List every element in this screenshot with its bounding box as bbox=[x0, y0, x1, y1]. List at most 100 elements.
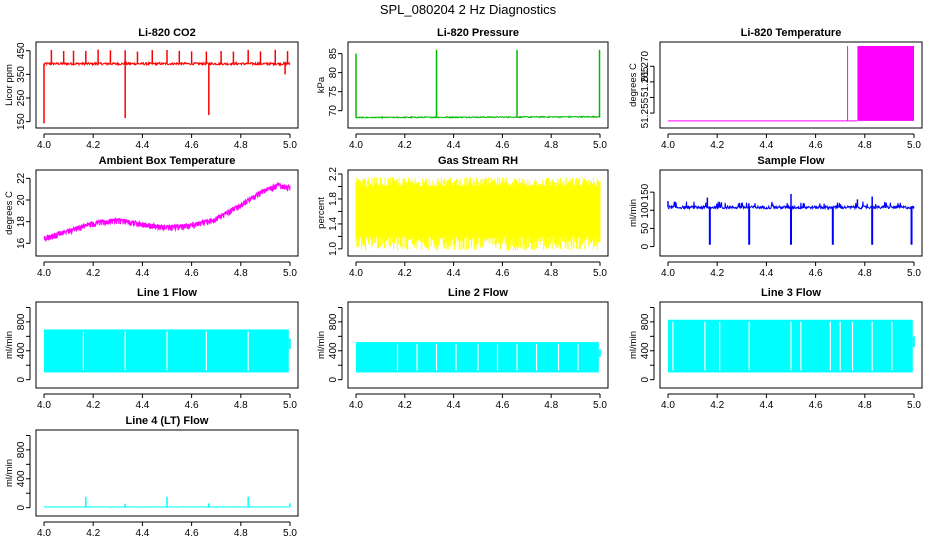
x-tick-label: 4.2 bbox=[710, 400, 724, 411]
x-tick-label: 4.0 bbox=[661, 400, 675, 411]
x-tick-label: 4.4 bbox=[135, 140, 149, 151]
x-tick-label: 4.2 bbox=[710, 268, 724, 279]
x-tick-label: 5.0 bbox=[283, 528, 297, 539]
x-tick-label: 4.0 bbox=[37, 400, 51, 411]
x-tick-label: 4.6 bbox=[809, 268, 823, 279]
y-tick-label: 800 bbox=[328, 313, 339, 330]
x-tick-label: 4.8 bbox=[544, 140, 558, 151]
x-tick-label: 4.8 bbox=[234, 268, 248, 279]
y-axis-label: kPa bbox=[316, 76, 327, 93]
y-tick-label: 400 bbox=[16, 342, 27, 359]
y-tick-label: 400 bbox=[640, 342, 651, 359]
plot-frame bbox=[35, 41, 299, 129]
y-tick-label: 22 bbox=[16, 172, 27, 184]
x-tick-label: 4.0 bbox=[349, 268, 363, 279]
y-tick-label: 800 bbox=[16, 313, 27, 330]
oscillation-band bbox=[857, 46, 914, 121]
y-tick-label: 18 bbox=[16, 216, 27, 228]
x-tick-label: 4.6 bbox=[495, 400, 509, 411]
x-tick-label: 4.8 bbox=[234, 528, 248, 539]
series-ambient-temp bbox=[43, 181, 291, 242]
series-line3-flow bbox=[668, 319, 915, 373]
y-tick-label: 51.255 bbox=[640, 97, 651, 128]
y-tick-label: 0 bbox=[328, 376, 339, 382]
y-tick-label: 0 bbox=[640, 243, 651, 249]
chart-title: Ambient Box Temperature bbox=[99, 155, 236, 167]
x-tick-label: 5.0 bbox=[593, 140, 607, 151]
x-tick-label: 4.2 bbox=[86, 528, 100, 539]
x-tick-label: 4.8 bbox=[234, 400, 248, 411]
series-line1-flow bbox=[44, 329, 291, 373]
x-tick-label: 4.0 bbox=[349, 140, 363, 151]
x-tick-label: 5.0 bbox=[593, 400, 607, 411]
y-tick-label: 400 bbox=[328, 342, 339, 359]
y-tick-label: 150 bbox=[16, 113, 27, 130]
series-rh bbox=[355, 177, 601, 251]
chart-panel-line2-flow: Line 2 Flow ml/min 4.0 4.2 4.4 4.6 4.8 5.0 0 400 8… bbox=[316, 287, 609, 411]
y-tick-label: 1.0 bbox=[328, 241, 339, 255]
plot-frame bbox=[35, 429, 299, 517]
flow-band bbox=[356, 342, 599, 373]
y-axis-label: percent bbox=[316, 197, 327, 229]
chart-title: Li-820 CO2 bbox=[138, 27, 195, 39]
y-tick-label: 1.8 bbox=[328, 192, 339, 206]
x-tick-label: 4.0 bbox=[37, 268, 51, 279]
chart-panel-temperature: Li-820 Temperature degrees C 4.0 4.2 4.4 4.6 4… bbox=[628, 27, 923, 151]
chart-title: Li-820 Temperature bbox=[741, 27, 842, 39]
y-axis-label: ml/min bbox=[316, 331, 327, 359]
x-tick-label: 4.8 bbox=[544, 400, 558, 411]
y-tick-label: 800 bbox=[16, 441, 27, 458]
series-line4-flow bbox=[43, 496, 291, 508]
y-tick-label: 70 bbox=[328, 105, 339, 117]
x-tick-label: 4.6 bbox=[185, 268, 199, 279]
x-tick-label: 4.6 bbox=[185, 140, 199, 151]
plot-frame bbox=[35, 301, 299, 389]
x-tick-label: 4.0 bbox=[661, 268, 675, 279]
x-tick-label: 5.0 bbox=[907, 400, 921, 411]
x-tick-label: 5.0 bbox=[283, 268, 297, 279]
plot-frame bbox=[347, 41, 609, 129]
x-tick-label: 4.8 bbox=[234, 140, 248, 151]
x-tick-label: 4.6 bbox=[185, 528, 199, 539]
x-tick-label: 4.6 bbox=[185, 400, 199, 411]
panels: Li-820 CO2 Licor ppm 4.0 4.2 4.4 4.6 4.8 5.0 150… bbox=[4, 27, 923, 539]
y-tick-label: 51.270 bbox=[640, 51, 651, 82]
x-tick-label: 4.0 bbox=[37, 140, 51, 151]
y-axis-label: degrees C bbox=[628, 63, 639, 107]
y-tick-label: 0 bbox=[16, 504, 27, 510]
chart-panel-line4-flow: Line 4 (LT) Flow ml/min 4.0 4.2 4.4 4.6 4.8 5.0… bbox=[4, 415, 299, 539]
x-tick-label: 5.0 bbox=[907, 268, 921, 279]
plot-frame bbox=[35, 169, 299, 257]
chart-panel-line3-flow: Line 3 Flow ml/min 4.0 4.2 4.4 4.6 4.8 5.0 0 400 8… bbox=[628, 287, 923, 411]
chart-panel-line1-flow: Line 1 Flow ml/min 4.0 4.2 4.4 4.6 4.8 5.0 0 400 8… bbox=[4, 287, 299, 411]
chart-title: Line 3 Flow bbox=[761, 287, 821, 299]
chart-panel-rh: Gas Stream RH percent 4.0 4.2 4.4 4.6 4.8 5.0 1.… bbox=[316, 155, 609, 279]
figure-title: SPL_080204 2 Hz Diagnostics bbox=[380, 2, 557, 17]
y-tick-label: 20 bbox=[16, 194, 27, 206]
plot-frame bbox=[659, 41, 923, 129]
x-tick-label: 4.4 bbox=[135, 268, 149, 279]
x-tick-label: 5.0 bbox=[907, 140, 921, 151]
x-tick-label: 4.2 bbox=[86, 268, 100, 279]
x-tick-label: 4.8 bbox=[858, 140, 872, 151]
x-tick-label: 4.4 bbox=[447, 140, 461, 151]
y-tick-label: 800 bbox=[640, 313, 651, 330]
x-tick-label: 4.2 bbox=[710, 140, 724, 151]
y-tick-label: 450 bbox=[16, 42, 27, 59]
y-tick-label: 0 bbox=[640, 376, 651, 382]
chart-title: Gas Stream RH bbox=[438, 155, 518, 167]
plot-frame bbox=[347, 301, 609, 389]
x-tick-label: 5.0 bbox=[283, 140, 297, 151]
series-line bbox=[355, 115, 601, 120]
x-tick-label: 4.0 bbox=[37, 528, 51, 539]
x-tick-label: 4.8 bbox=[858, 268, 872, 279]
x-tick-label: 4.8 bbox=[858, 400, 872, 411]
x-tick-label: 4.4 bbox=[759, 140, 773, 151]
y-tick-label: 100 bbox=[640, 201, 651, 218]
x-tick-label: 4.4 bbox=[759, 400, 773, 411]
series-line2-flow bbox=[356, 342, 601, 373]
y-tick-label: 50 bbox=[640, 222, 651, 234]
chart-panel-co2: Li-820 CO2 Licor ppm 4.0 4.2 4.4 4.6 4.8 5.0 150… bbox=[4, 27, 299, 151]
x-tick-label: 4.0 bbox=[661, 140, 675, 151]
series-pressure bbox=[355, 49, 601, 120]
